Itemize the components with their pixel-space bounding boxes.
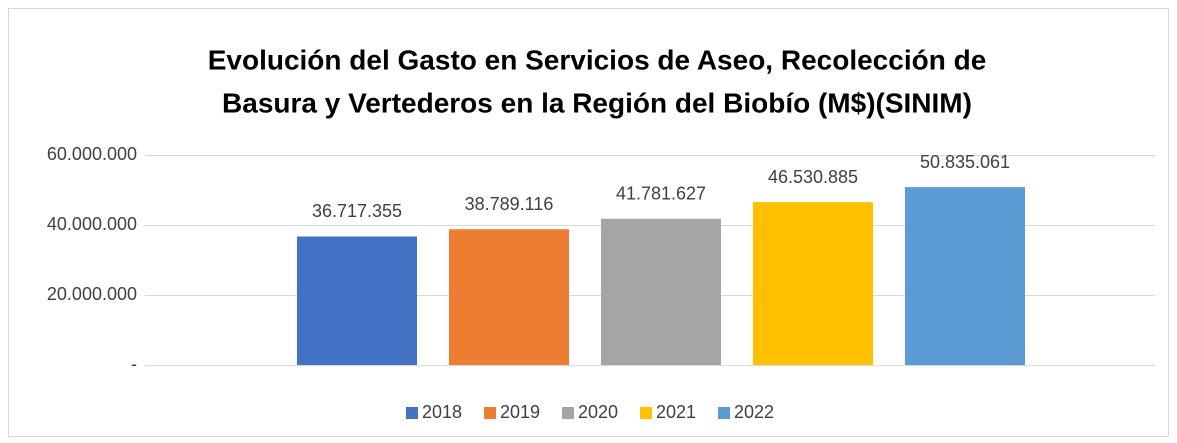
data-label: 38.789.116 [465,194,554,214]
legend-label: 2021 [656,402,696,422]
data-label: 46.530.885 [768,167,858,187]
legend-label: 2020 [578,402,618,422]
bar [297,236,417,365]
bar [601,218,721,365]
legend-swatch [562,407,574,419]
y-tick-label: - [131,354,137,374]
bar [449,229,569,365]
bar [753,202,873,365]
data-label: 41.781.627 [616,184,706,204]
y-tick-label: 40.000.000 [47,214,137,234]
data-label: 36.717.355 [312,201,402,221]
legend-label: 2019 [500,402,540,422]
legend-label: 2018 [422,402,462,422]
data-label: 50.835.061 [920,152,1010,172]
legend-swatch [406,407,418,419]
legend-swatch [718,407,730,419]
bar [905,187,1025,365]
legend-swatch [640,407,652,419]
chart-title: Evolución del Gasto en Servicios de Aseo… [208,44,987,75]
chart-title: Basura y Vertederos en la Región del Bio… [222,87,972,118]
legend-label: 2022 [734,402,774,422]
y-tick-label: 60.000.000 [47,144,137,164]
y-tick-label: 20.000.000 [47,284,137,304]
legend-swatch [484,407,496,419]
